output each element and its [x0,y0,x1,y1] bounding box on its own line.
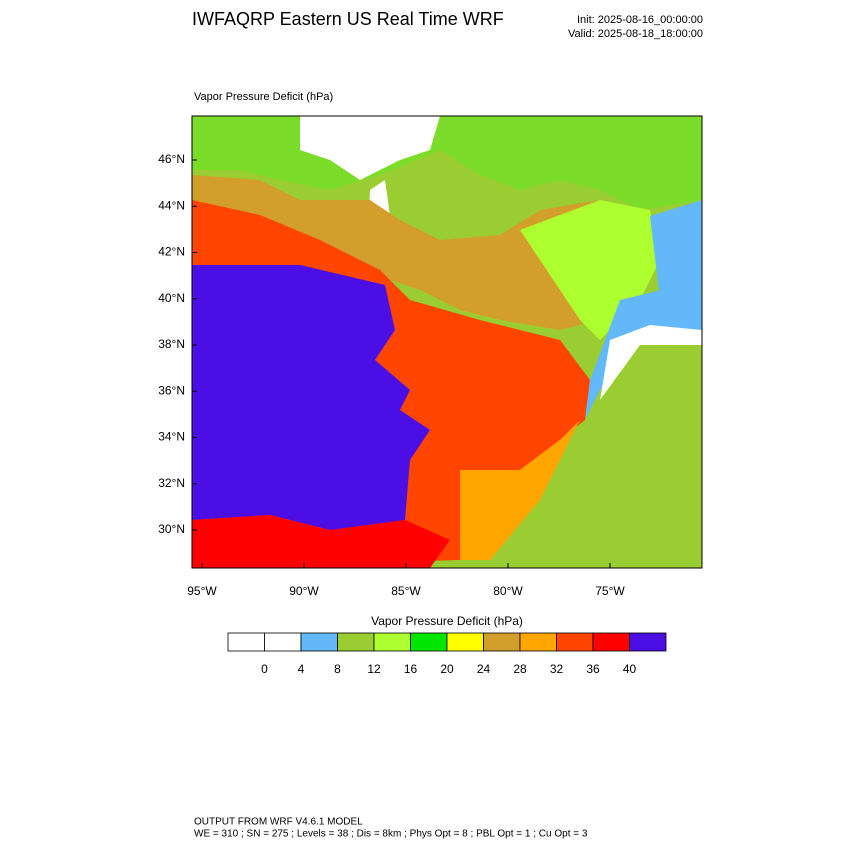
map-label: Vapor Pressure Deficit (hPa) [194,91,333,103]
lat-label: 38°N [158,337,185,351]
colorbar-box [592,632,630,652]
colorbar-box [519,632,557,652]
lon-label: 80°W [493,584,523,598]
colorbar-label: 8 [334,662,341,676]
region-tan [192,175,660,330]
colorbar-label: 16 [404,662,418,676]
colorbar-label: 32 [550,662,564,676]
colorbar: 0 4 8 12 16 20 24 28 32 36 40 [227,632,667,676]
colorbar-box [483,632,521,652]
lon-label: 90°W [289,584,319,598]
lat-label: 40°N [158,291,185,305]
colorbar-label: 28 [513,662,527,676]
colorbar-box [410,632,448,652]
colorbar-label: 36 [586,662,600,676]
footer-line2: WE = 310 ; SN = 275 ; Levels = 38 ; Dis … [194,829,588,840]
region-orange [460,420,580,560]
colorbar-box [446,632,484,652]
colorbar-label: 40 [623,662,637,676]
colorbar-label: 12 [367,662,381,676]
colorbar-box [373,632,411,652]
lat-label: 44°N [158,198,185,212]
colorbar-title: Vapor Pressure Deficit (hPa) [371,614,523,628]
map [192,116,702,568]
colorbar-label: 0 [261,662,268,676]
lat-label: 30°N [158,522,185,536]
colorbar-label: 20 [440,662,454,676]
lake-superior [300,116,440,180]
colorbar-label: 24 [477,662,491,676]
init-time: Init: 2025-08-16_00:00:00 [577,14,703,26]
lon-label: 95°W [187,584,217,598]
colorbar-box [629,632,667,652]
colorbar-box [337,632,375,652]
colorbar-box [227,632,265,652]
map-frame [191,115,703,569]
colorbar-box [300,632,338,652]
lat-label: 42°N [158,245,185,259]
ocean-blue [585,280,702,420]
lon-labels: 95°W 90°W 85°W 80°W 75°W [187,563,625,598]
lat-label: 34°N [158,430,185,444]
lat-label: 32°N [158,476,185,490]
region-purple [192,265,430,530]
lat-labels: 46°N 44°N 42°N 40°N 38°N 36°N 34°N 32°N 30°N [158,152,197,536]
colorbar-box [264,632,302,652]
region-gulf-coast [192,515,450,568]
colorbar-label: 4 [298,662,305,676]
ocean-gulf-maine [650,200,702,300]
ocean-white [600,325,702,400]
colorbar-box [556,632,594,652]
lat-label: 46°N [158,152,185,166]
footer-line1: OUTPUT FROM WRF V4.6.1 MODEL [194,817,363,828]
title: IWFAQRP Eastern US Real Time WRF [192,9,504,29]
lon-label: 75°W [595,584,625,598]
valid-time: Valid: 2025-08-18_18:00:00 [568,28,703,40]
lon-label: 85°W [391,584,421,598]
lat-label: 36°N [158,383,185,397]
